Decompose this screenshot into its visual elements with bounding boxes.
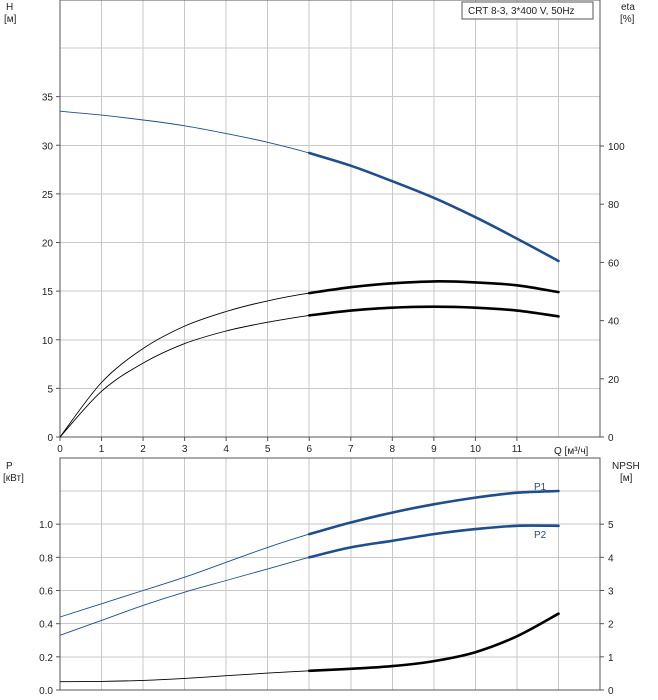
upper-chart-panel: 0 5 10 15 20 25 30 35 0 20 40 60 80 100 0 1 2 3 4 5 6 7 8 9 10 11: [42, 0, 625, 455]
lower-right-tick-5: 5: [608, 520, 614, 531]
upper-right-tick-0: 0: [608, 433, 614, 444]
upper-series-1-duty-range: [307, 280, 560, 295]
upper-left-tick-3: 15: [42, 287, 54, 298]
npsh-axis-unit: [м]: [620, 473, 633, 484]
lower-p2-duty-range: [307, 524, 560, 559]
lower-left-tick-5: 1.0: [39, 520, 53, 531]
upper-plot-frame: [59, 0, 601, 438]
upper-x-tick-7: 7: [348, 444, 354, 455]
lower-right-tick-0: 0: [608, 686, 614, 697]
upper-x-tick-9: 9: [431, 444, 437, 455]
npsh-axis-label: NPSH: [612, 461, 640, 472]
legend-text: CRT 8-3, 3*400 V, 50Hz: [468, 6, 575, 17]
lower-p1-duty-range: [307, 489, 560, 536]
lower-right-tick-3: 3: [608, 587, 614, 598]
h-axis-label: H: [6, 2, 13, 13]
lower-series-2-duty-range: [307, 612, 560, 673]
upper-x-tick-0: 0: [57, 444, 63, 455]
p-axis-unit: [кВт]: [3, 473, 24, 484]
upper-left-tick-0: 0: [47, 433, 53, 444]
upper-x-tick-5: 5: [265, 444, 271, 455]
upper-left-tick-6: 30: [42, 141, 54, 152]
upper-right-tick-2: 40: [608, 317, 620, 328]
upper-left-tick-1: 5: [47, 384, 53, 395]
upper-x-tick-8: 8: [390, 444, 396, 455]
p-axis-label: P: [6, 461, 13, 472]
lower-plot-frame: [59, 457, 601, 691]
upper-series-0-duty-range: [307, 151, 560, 263]
legend-box: [461, 1, 594, 20]
p1-series-label: P1: [534, 482, 547, 493]
upper-left-tick-7: 35: [42, 93, 54, 104]
upper-left-tick-5: 25: [42, 190, 54, 201]
lower-right-tick-2: 2: [608, 620, 614, 631]
upper-x-tick-11: 11: [512, 444, 523, 455]
upper-x-tick-1: 1: [99, 444, 105, 455]
lower-left-tick-1: 0.2: [39, 653, 53, 664]
lower-right-tick-4: 4: [608, 553, 614, 564]
upper-x-tick-6: 6: [306, 444, 312, 455]
upper-series-2-duty-range: [307, 305, 560, 318]
upper-x-tick-2: 2: [140, 444, 146, 455]
lower-left-tick-4: 0.8: [39, 553, 53, 564]
upper-left-tick-4: 20: [42, 239, 54, 250]
upper-right-tick-1: 20: [608, 375, 620, 386]
lower-right-tick-1: 1: [608, 653, 614, 664]
q-axis-label: Q [м³/ч]: [554, 446, 589, 457]
lower-left-tick-2: 0.4: [39, 620, 53, 631]
upper-x-tick-4: 4: [223, 444, 229, 455]
upper-x-tick-3: 3: [182, 444, 188, 455]
upper-right-tick-3: 60: [608, 258, 620, 269]
lower-left-tick-3: 0.6: [39, 587, 53, 598]
upper-left-tick-2: 10: [42, 336, 54, 347]
upper-right-tick-5: 100: [608, 142, 625, 153]
lower-left-tick-0: 0.0: [39, 686, 53, 697]
eta-axis-unit: [%]: [620, 14, 635, 25]
eta-axis-label: eta: [621, 2, 635, 13]
h-axis-unit: [м]: [4, 14, 17, 25]
upper-right-tick-4: 80: [608, 200, 620, 211]
p2-series-label: P2: [534, 530, 547, 541]
lower-chart-panel: 0.0 0.2 0.4 0.6 0.8 1.0 0 1 2 3 4 5: [39, 457, 614, 697]
upper-x-tick-10: 10: [470, 444, 482, 455]
